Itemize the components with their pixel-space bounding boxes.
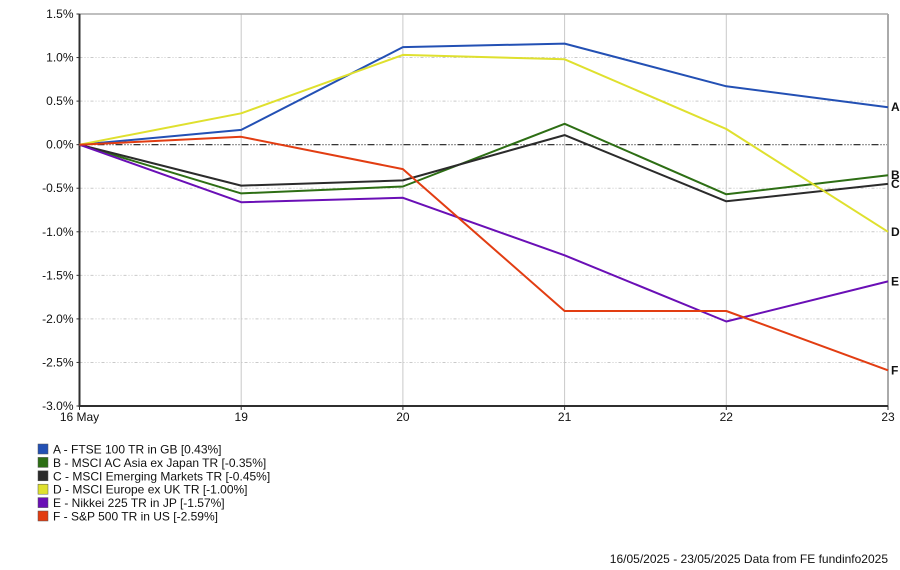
legend-label-B: B - MSCI AC Asia ex Japan TR [-0.35%] <box>53 456 266 470</box>
y-tick-label: 1.5% <box>46 7 74 21</box>
y-tick-label: -0.5% <box>42 181 74 195</box>
y-tick-label: -1.0% <box>42 225 74 239</box>
legend-label-E: E - Nikkei 225 TR in JP [-1.57%] <box>53 496 225 510</box>
y-tick-label: -2.0% <box>42 312 74 326</box>
y-tick-label: -1.5% <box>42 268 74 282</box>
series-line-D <box>79 53 889 233</box>
series-line-E <box>79 143 889 323</box>
series-line-C <box>79 134 889 203</box>
legend-swatch-B <box>37 457 49 468</box>
legend-label-C: C - MSCI Emerging Markets TR [-0.45%] <box>53 469 270 483</box>
y-tick-label: 0.5% <box>46 94 74 108</box>
footer-text: 16/05/2025 - 23/05/2025 Data from FE fun… <box>610 552 889 566</box>
y-tick-label: 1.0% <box>46 51 74 65</box>
x-tick-label: 21 <box>558 410 572 424</box>
x-tick-label: 23 <box>881 410 895 424</box>
legend-swatch-E <box>37 497 49 508</box>
series-end-label-C: C <box>891 177 900 191</box>
legend-label-D: D - MSCI Europe ex UK TR [-1.00%] <box>53 483 248 497</box>
x-tick-label: 16 May <box>60 410 99 424</box>
series-end-label-E: E <box>891 274 899 288</box>
x-tick-label: 20 <box>396 410 410 424</box>
y-tick-label: 0.0% <box>46 138 74 152</box>
series-line-A <box>79 42 889 146</box>
series-end-label-D: D <box>891 225 900 239</box>
x-tick-label: 19 <box>235 410 249 424</box>
series-line-B <box>79 122 889 196</box>
series-end-label-F: F <box>891 363 898 377</box>
legend-swatch-D <box>37 483 49 495</box>
y-tick-label: -3.0% <box>42 399 74 413</box>
legend-label-A: A - FTSE 100 TR in GB [0.43%] <box>53 443 222 457</box>
legend-swatch-A <box>37 443 49 455</box>
x-tick-label: 22 <box>720 410 734 424</box>
legend-swatch-F <box>37 510 49 522</box>
series-end-label-A: A <box>891 100 900 114</box>
series-line-F <box>79 135 889 372</box>
legend-label-F: F - S&P 500 TR in US [-2.59%] <box>53 510 218 524</box>
series-end-label-B: B <box>891 168 900 182</box>
y-tick-label: -2.5% <box>42 355 74 369</box>
legend-swatch-C <box>37 470 49 482</box>
